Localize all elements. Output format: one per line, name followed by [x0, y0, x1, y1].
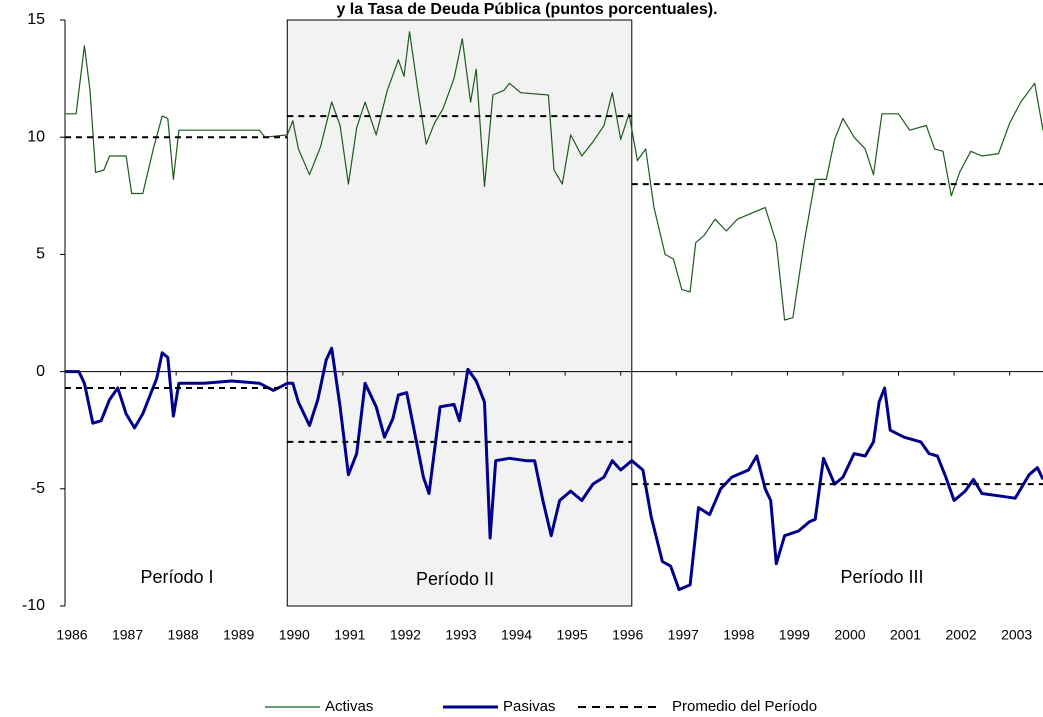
x-tick-label: 1988: [168, 627, 199, 643]
x-tick-label: 2001: [890, 627, 921, 643]
x-tick-label: 1995: [557, 627, 588, 643]
period-label: Período II: [416, 569, 494, 589]
series-line: [65, 346, 1043, 592]
x-tick-label: 1992: [390, 627, 421, 643]
x-tick-label: 2000: [834, 627, 865, 643]
x-tick-label: 1987: [112, 627, 143, 643]
x-tick-label: 1991: [334, 627, 365, 643]
x-tick-label: 1999: [779, 627, 810, 643]
x-tick-label: 1996: [612, 627, 643, 643]
chart-title: y la Tasa de Deuda Pública (puntos porce…: [336, 1, 717, 18]
legend-label: Pasivas: [503, 698, 556, 715]
y-tick-label: 5: [36, 246, 45, 263]
y-tick-label: -10: [22, 597, 45, 614]
x-tick-label: 2002: [946, 627, 977, 643]
period-label: Período I: [140, 567, 213, 587]
x-tick-label: 2003: [1001, 627, 1032, 643]
x-tick-label: 1998: [723, 627, 754, 643]
series-line: [65, 115, 1043, 486]
x-tick-label: 1986: [56, 627, 87, 643]
legend-label: Activas: [325, 698, 373, 715]
y-tick-label: 15: [27, 11, 45, 28]
x-tick-label: 1993: [445, 627, 476, 643]
period-label: Período III: [840, 567, 923, 587]
x-tick-label: 1994: [501, 627, 532, 643]
period-box: [286, 19, 633, 607]
x-tick-label: 1997: [668, 627, 699, 643]
x-tick-label: 1990: [279, 627, 310, 643]
y-tick-label: 10: [27, 128, 45, 145]
legend-label: Promedio del Período: [672, 698, 817, 715]
y-tick-label: -5: [31, 480, 45, 497]
y-tick-label: 0: [36, 363, 45, 380]
x-tick-label: 1989: [223, 627, 254, 643]
series-line: [65, 31, 1043, 321]
